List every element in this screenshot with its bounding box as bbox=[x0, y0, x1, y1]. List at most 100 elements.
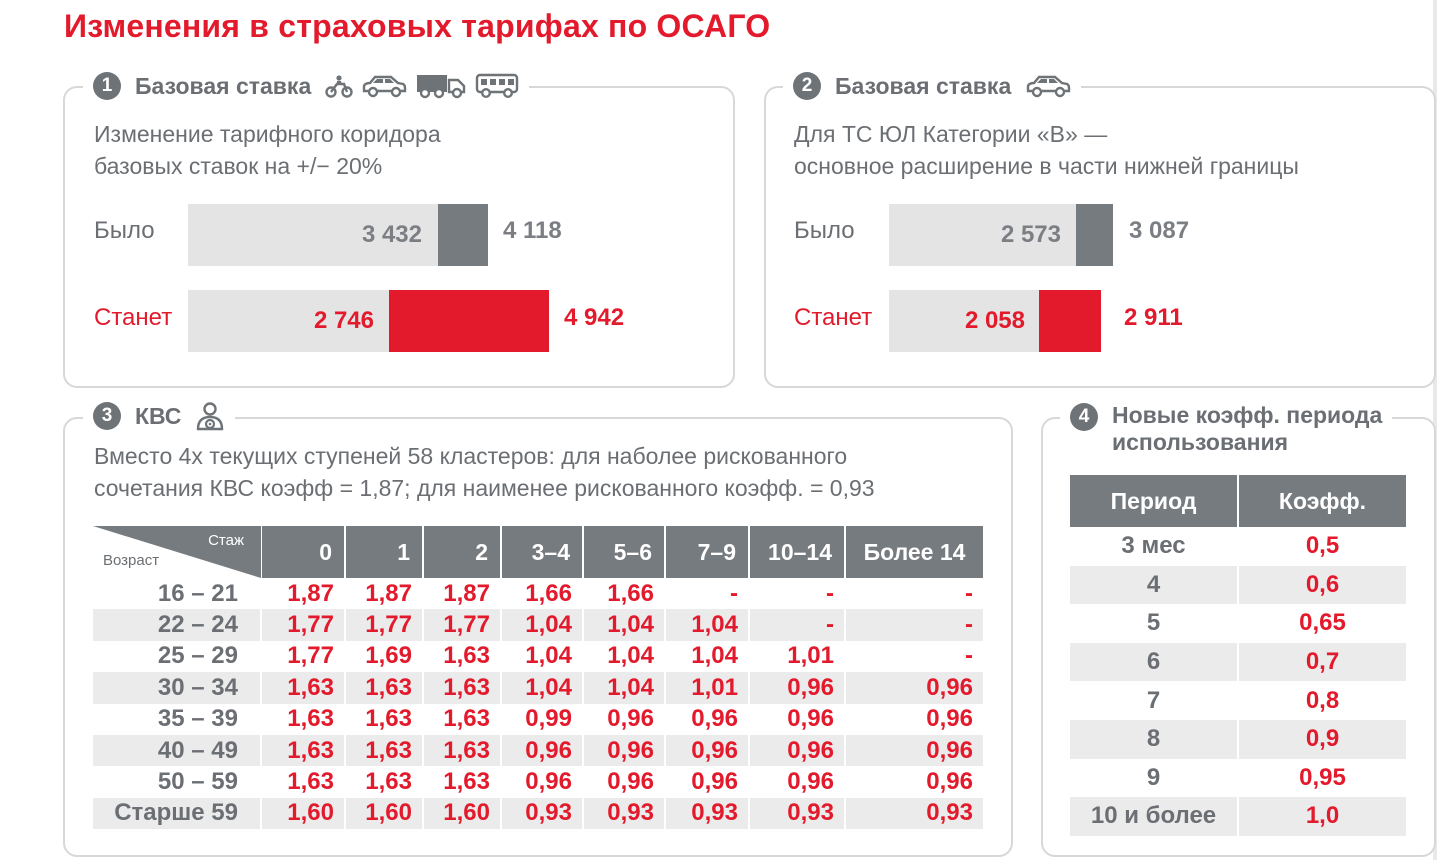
panel1-before-min: 3 432 bbox=[361, 221, 422, 248]
period-coef-table: Период Коэфф. 3 мес 0,5 4 0,6 5 0,65 6 0… bbox=[1070, 475, 1406, 836]
table-cell: 1,63 bbox=[422, 766, 501, 798]
table-cell: 1,63 bbox=[422, 640, 501, 673]
step-number-2: 2 bbox=[793, 72, 821, 100]
table-row: 40 – 49 1,63 1,63 1,63 0,96 0,96 0,96 0,… bbox=[93, 734, 983, 767]
table-cell: 0,96 bbox=[500, 734, 583, 767]
col-header: Более 14 bbox=[844, 526, 983, 578]
coef-cell: 1,0 bbox=[1237, 797, 1406, 836]
table-cell: 1,63 bbox=[344, 766, 423, 798]
panel2-before-min: 2 573 bbox=[1000, 221, 1061, 248]
panel2-label-after: Станет bbox=[794, 304, 873, 331]
panel3-desc-line2: сочетания КВС коэфф = 1,87; для наименее… bbox=[94, 475, 875, 501]
panel2-before-max: 3 087 bbox=[1129, 217, 1190, 244]
table-cell: 1,69 bbox=[344, 640, 423, 673]
coef-cell: 0,95 bbox=[1237, 758, 1406, 798]
period-table-header: Период Коэфф. bbox=[1070, 475, 1406, 527]
panel4-title: Новые коэфф. периода использования bbox=[1112, 402, 1382, 456]
table-row: 50 – 59 1,63 1,63 1,63 0,96 0,96 0,96 0,… bbox=[93, 766, 983, 798]
col-header: 3–4 bbox=[500, 526, 583, 578]
panel1-after-min: 2 746 bbox=[313, 307, 374, 334]
table-row: 8 0,9 bbox=[1070, 719, 1406, 759]
panel4-header: 4 Новые коэфф. периода использования bbox=[1060, 402, 1393, 456]
table-cell: 0,96 bbox=[844, 734, 983, 767]
col-header: 7–9 bbox=[664, 526, 749, 578]
table-row: 30 – 34 1,63 1,63 1,63 1,04 1,04 1,01 0,… bbox=[93, 672, 983, 704]
col-header: 5–6 bbox=[582, 526, 665, 578]
table-cell: - bbox=[748, 609, 845, 641]
corner-label-experience: Стаж bbox=[208, 532, 244, 549]
table-cell: 1,63 bbox=[344, 703, 423, 735]
table-cell: 1,60 bbox=[260, 797, 345, 830]
table-row: 6 0,7 bbox=[1070, 642, 1406, 682]
row-age: 25 – 29 bbox=[157, 642, 238, 670]
table-cell: 1,63 bbox=[422, 703, 501, 735]
table-cell: 0,96 bbox=[664, 703, 749, 735]
panel2-desc-line1: Для ТС ЮЛ Категории «В» — bbox=[794, 121, 1108, 147]
row-age: 16 – 21 bbox=[157, 579, 238, 607]
table-cell: 0,93 bbox=[748, 797, 845, 830]
panel1-bar-before-range bbox=[438, 204, 488, 266]
table-cell: 0,93 bbox=[664, 797, 749, 830]
table-cell: 1,60 bbox=[422, 797, 501, 830]
coef-cell: 0,9 bbox=[1237, 719, 1406, 759]
step-number-3: 3 bbox=[93, 402, 121, 430]
panel3-title: КВС bbox=[135, 402, 182, 429]
period-cell: 5 bbox=[1146, 609, 1161, 637]
period-cell: 3 мес bbox=[1121, 532, 1186, 560]
table-cell: 1,63 bbox=[422, 672, 501, 704]
panel2-bar-before: 2 573 bbox=[889, 204, 1113, 266]
car-icon bbox=[1027, 75, 1071, 98]
table-cell: - bbox=[844, 640, 983, 673]
table-cell: 1,04 bbox=[582, 609, 665, 641]
table-cell: 1,60 bbox=[344, 797, 423, 830]
panel2-desc-line2: основное расширение в части нижней грани… bbox=[794, 153, 1299, 179]
table-cell: 0,96 bbox=[748, 766, 845, 798]
vehicle-icons-2 bbox=[1025, 74, 1071, 98]
panel3-desc-line1: Вместо 4х текущих ступеней 58 кластеров:… bbox=[94, 443, 848, 469]
table-cell: 1,77 bbox=[260, 640, 345, 673]
motorcycle-icon bbox=[325, 75, 353, 98]
bus-icon bbox=[476, 73, 519, 99]
table-cell: 1,87 bbox=[260, 578, 345, 610]
row-age: 40 – 49 bbox=[93, 734, 261, 767]
table-cell: - bbox=[748, 578, 845, 610]
kvs-table-header: Стаж Возраст 0 1 2 3–4 5–6 7–9 10–14 Бол… bbox=[93, 526, 983, 578]
table-cell: 1,63 bbox=[260, 734, 345, 767]
table-cell: 1,04 bbox=[664, 640, 749, 673]
panel1-bar-after: 2 746 bbox=[188, 290, 549, 352]
table-cell: 1,63 bbox=[260, 703, 345, 735]
vehicle-icons bbox=[325, 73, 519, 99]
period-cell: 10 и более bbox=[1070, 797, 1238, 836]
table-cell: 1,63 bbox=[344, 672, 423, 704]
table-cell: 0,96 bbox=[748, 734, 845, 767]
col-header-period: Период bbox=[1070, 475, 1238, 527]
table-cell: 1,63 bbox=[344, 734, 423, 767]
table-row: 7 0,8 bbox=[1070, 681, 1406, 720]
table-row: 3 мес 0,5 bbox=[1070, 527, 1406, 566]
table-cell: 1,01 bbox=[664, 672, 749, 704]
coef-cell: 0,6 bbox=[1237, 565, 1406, 605]
panel1-after-max: 4 942 bbox=[564, 304, 625, 331]
panel1-before-max: 4 118 bbox=[503, 217, 562, 244]
row-age: 30 – 34 bbox=[93, 672, 261, 704]
period-cell: 6 bbox=[1070, 642, 1238, 682]
period-cell: 7 bbox=[1146, 686, 1161, 714]
table-cell: 1,77 bbox=[344, 609, 423, 641]
table-cell: 1,04 bbox=[582, 640, 665, 673]
col-header: 2 bbox=[422, 526, 501, 578]
table-cell: 1,63 bbox=[260, 672, 345, 704]
table-cell: - bbox=[844, 609, 983, 641]
table-cell: 0,96 bbox=[844, 766, 983, 798]
table-cell: 0,96 bbox=[844, 703, 983, 735]
table-cell: 1,63 bbox=[260, 766, 345, 798]
table-cell: 0,96 bbox=[664, 734, 749, 767]
col-header: 10–14 bbox=[748, 526, 845, 578]
panel2-after-max: 2 911 bbox=[1124, 304, 1183, 331]
table-row: 5 0,65 bbox=[1070, 604, 1406, 643]
col-header: 1 bbox=[344, 526, 423, 578]
table-cell: 0,96 bbox=[582, 734, 665, 767]
page-title: Изменения в страховых тарифах по ОСАГО bbox=[64, 8, 771, 44]
coef-cell: 0,8 bbox=[1237, 681, 1406, 720]
table-cell: 0,96 bbox=[844, 672, 983, 704]
coef-cell: 0,5 bbox=[1237, 527, 1406, 566]
